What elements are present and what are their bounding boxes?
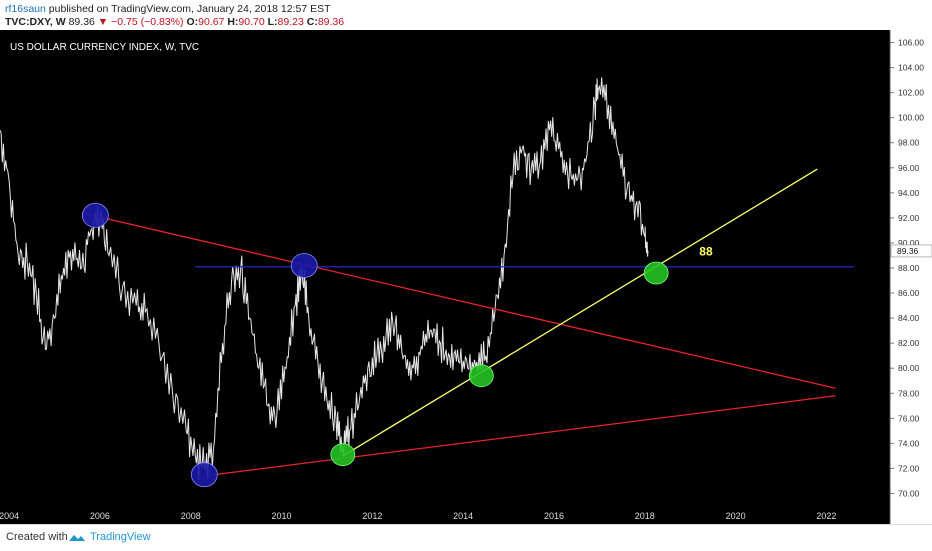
- price-axis[interactable]: [890, 30, 932, 524]
- open-label: O:: [186, 16, 199, 28]
- y-tick-label: 80.00: [898, 363, 920, 373]
- y-tick-label: 104.00: [898, 63, 924, 73]
- created-with-text: Created with: [6, 531, 68, 543]
- y-tick-label: 90.00: [898, 238, 920, 248]
- y-tick-label: 92.00: [898, 213, 920, 223]
- x-tick-label: 2020: [726, 511, 746, 521]
- author-link[interactable]: rf16saun: [5, 3, 46, 15]
- last-price-tag: [890, 244, 932, 258]
- close-value: 89.36: [317, 16, 345, 28]
- x-tick-label: 2006: [90, 511, 110, 521]
- blue-highlight-circle[interactable]: [81, 202, 109, 228]
- low-value: 89.23: [277, 16, 304, 28]
- green-highlight-circle[interactable]: [643, 261, 669, 285]
- red-upper-trendline[interactable]: [81, 212, 836, 389]
- ohlc-legend: TVC:DXY, W 89.36 ▼ −0.75 (−0.83%) O:90.6…: [5, 16, 344, 28]
- y-tick-labels: 70.00 72.00 74.00 76.00 78.00 80.00 82.00 84.00…: [890, 38, 932, 498]
- y-tick-label: 86.00: [898, 288, 920, 298]
- y-tick-label: 76.00: [898, 413, 920, 423]
- dxy-price-line: [0, 77, 649, 481]
- x-tick-labels: 2004 2006 2008 2010 2012 2014 2016 2018 2020 2022: [0, 511, 836, 521]
- close-label: C:: [306, 16, 318, 28]
- plot-background: [0, 30, 890, 506]
- red-lower-trendline[interactable]: [204, 395, 836, 477]
- y-tick-label: 72.00: [898, 463, 920, 473]
- low-label: L:: [267, 16, 278, 28]
- chart-title: US DOLLAR CURRENCY INDEX, W, TVC: [10, 42, 199, 53]
- green-highlight-circle[interactable]: [330, 443, 356, 467]
- chart-canvas[interactable]: US DOLLAR CURRENCY INDEX, W, TVC 2004 200…: [0, 30, 932, 524]
- x-tick-label: 2004: [0, 511, 19, 521]
- x-tick-label: 2012: [362, 511, 382, 521]
- tradingview-logo-icon: [69, 535, 85, 541]
- y-tick-label: 82.00: [898, 338, 920, 348]
- price-series: [0, 77, 649, 481]
- blue-highlight-circle[interactable]: [290, 253, 318, 278]
- last-price: 89.36: [68, 16, 95, 28]
- high-label: H:: [227, 16, 239, 28]
- y-tick-label: 78.00: [898, 388, 920, 398]
- down-arrow-icon: ▼: [97, 16, 109, 28]
- high-value: 90.70: [238, 16, 265, 28]
- green-highlight-circle[interactable]: [468, 364, 494, 388]
- x-tick-label: 2008: [181, 511, 201, 521]
- time-axis[interactable]: [0, 506, 890, 524]
- publish-text: published on TradingView.com, January 24…: [48, 3, 331, 15]
- y-tick-label: 74.00: [898, 438, 920, 448]
- x-tick-label: 2016: [544, 511, 564, 521]
- y-tick-label: 98.00: [898, 138, 920, 148]
- last-price-tag-label: 89.36: [897, 246, 919, 256]
- chart-area[interactable]: US DOLLAR CURRENCY INDEX, W, TVC 2004 200…: [0, 30, 932, 524]
- x-tick-label: 2018: [635, 511, 655, 521]
- blue-highlight-circle[interactable]: [190, 462, 218, 488]
- footer: Created with TradingView: [0, 524, 932, 551]
- x-tick-label: 2010: [272, 511, 292, 521]
- yellow-trendline[interactable]: [342, 168, 818, 457]
- y-tick-label: 102.00: [898, 88, 924, 98]
- x-tick-label: 2014: [453, 511, 473, 521]
- symbol-label: TVC:DXY, W: [5, 16, 66, 28]
- y-tick-label: 94.00: [898, 188, 920, 198]
- y-tick-label: 70.00: [898, 488, 920, 498]
- y-tick-label: 106.00: [898, 38, 924, 48]
- open-value: 90.67: [198, 16, 225, 28]
- highlight-circles: [81, 202, 669, 488]
- x-tick-label: 2022: [816, 511, 836, 521]
- chart-header: rf16saun published on TradingView.com, J…: [0, 0, 932, 30]
- y-tick-label: 96.00: [898, 163, 920, 173]
- tradingview-brand-link[interactable]: TradingView: [90, 531, 151, 543]
- chart-annotations: 88: [699, 244, 713, 258]
- price-change: −0.75 (−0.83%): [111, 16, 184, 28]
- y-tick-label: 84.00: [898, 313, 920, 323]
- y-tick-label: 100.00: [898, 113, 924, 123]
- level-88-label[interactable]: 88: [699, 244, 713, 258]
- y-tick-label: 88.00: [898, 263, 920, 273]
- publish-info: rf16saun published on TradingView.com, J…: [5, 3, 331, 15]
